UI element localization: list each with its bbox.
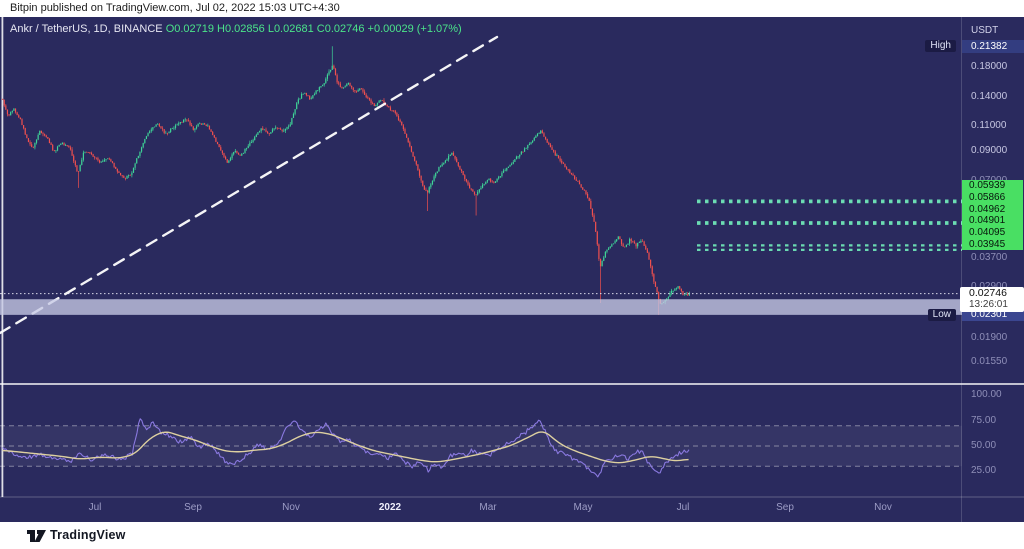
time-tick-label[interactable]: Jul — [676, 502, 690, 513]
change-value: +0.00029 (+1.07%) — [367, 23, 462, 35]
time-tick-label[interactable]: May — [573, 502, 593, 513]
tradingview-wordmark[interactable]: TradingView — [50, 528, 126, 542]
ohlc-values: O0.02719 H0.02856 L0.02681 C0.02746 — [165, 23, 365, 35]
symbol-title[interactable]: Ankr / TetherUS, 1D, BINANCE — [10, 23, 163, 35]
chart-area[interactable]: USDT0.180000.140000.110000.090000.070000… — [0, 17, 1024, 522]
level-price-label: 0.05866 — [962, 191, 1023, 204]
low-pill-label: Low — [927, 308, 956, 321]
current-price-value: 0.02746 — [969, 287, 1007, 300]
price-tick-label[interactable]: 0.03700 — [971, 251, 1008, 263]
published-header-text: Bitpin published on TradingView.com, Jul… — [10, 2, 340, 14]
chart-canvas[interactable] — [0, 17, 1024, 522]
time-tick-label[interactable]: Mar — [479, 502, 497, 513]
published-header: Bitpin published on TradingView.com, Jul… — [0, 0, 1024, 17]
price-tick-label[interactable]: 0.01900 — [971, 331, 1008, 343]
time-tick-label[interactable]: Jul — [88, 502, 102, 513]
time-tick-label[interactable]: Nov — [282, 502, 300, 513]
rsi-tick-label[interactable]: 75.00 — [971, 414, 997, 426]
rsi-tick-label[interactable]: 50.00 — [971, 440, 997, 451]
level-price-label: 0.04962 — [962, 203, 1023, 216]
price-tick-label[interactable]: 0.18000 — [971, 61, 1008, 72]
bar-countdown: 13:26:01 — [969, 299, 1008, 311]
candlestick-series — [2, 46, 690, 315]
time-tick-label[interactable]: 2022 — [378, 502, 402, 513]
price-tick-label[interactable]: 0.09000 — [971, 144, 1008, 156]
rsi-tick-label[interactable]: 100.00 — [971, 389, 1002, 401]
time-tick-label[interactable]: Sep — [184, 502, 202, 513]
rsi-ma-line — [2, 431, 689, 464]
rsi-tick-label[interactable]: 25.00 — [971, 465, 997, 477]
footer-bar: TradingView — [0, 522, 1024, 549]
level-price-label: 0.04901 — [962, 215, 1023, 227]
price-tick-label[interactable]: 0.01550 — [971, 356, 1008, 368]
time-tick-label[interactable]: Sep — [776, 502, 794, 513]
current-price-label: 0.02746 13:26:01 — [960, 287, 1024, 313]
demand-zone — [0, 299, 1024, 315]
price-tick-label[interactable]: 0.14000 — [971, 91, 1008, 103]
chart-labels-layer: USDT0.180000.140000.110000.090000.070000… — [0, 17, 1024, 522]
tradingview-logo-icon[interactable] — [27, 528, 47, 544]
time-tick-label[interactable]: Nov — [874, 502, 892, 513]
high-pill-label: High — [925, 40, 956, 53]
trendline — [0, 35, 499, 335]
level-price-label: 0.04095 — [962, 227, 1023, 239]
level-price-label: 0.05939 — [962, 180, 1023, 192]
price-tick-label[interactable]: 0.11000 — [971, 120, 1007, 132]
price-axis-unit: USDT — [971, 25, 999, 36]
price-tick-label[interactable]: 0.02900 — [971, 281, 1023, 293]
level-price-label: 0.03945 — [962, 238, 1023, 251]
symbol-legend[interactable]: Ankr / TetherUS, 1D, BINANCE O0.02719 H0… — [10, 23, 462, 35]
high-price-label: 0.21382 — [962, 39, 1024, 53]
